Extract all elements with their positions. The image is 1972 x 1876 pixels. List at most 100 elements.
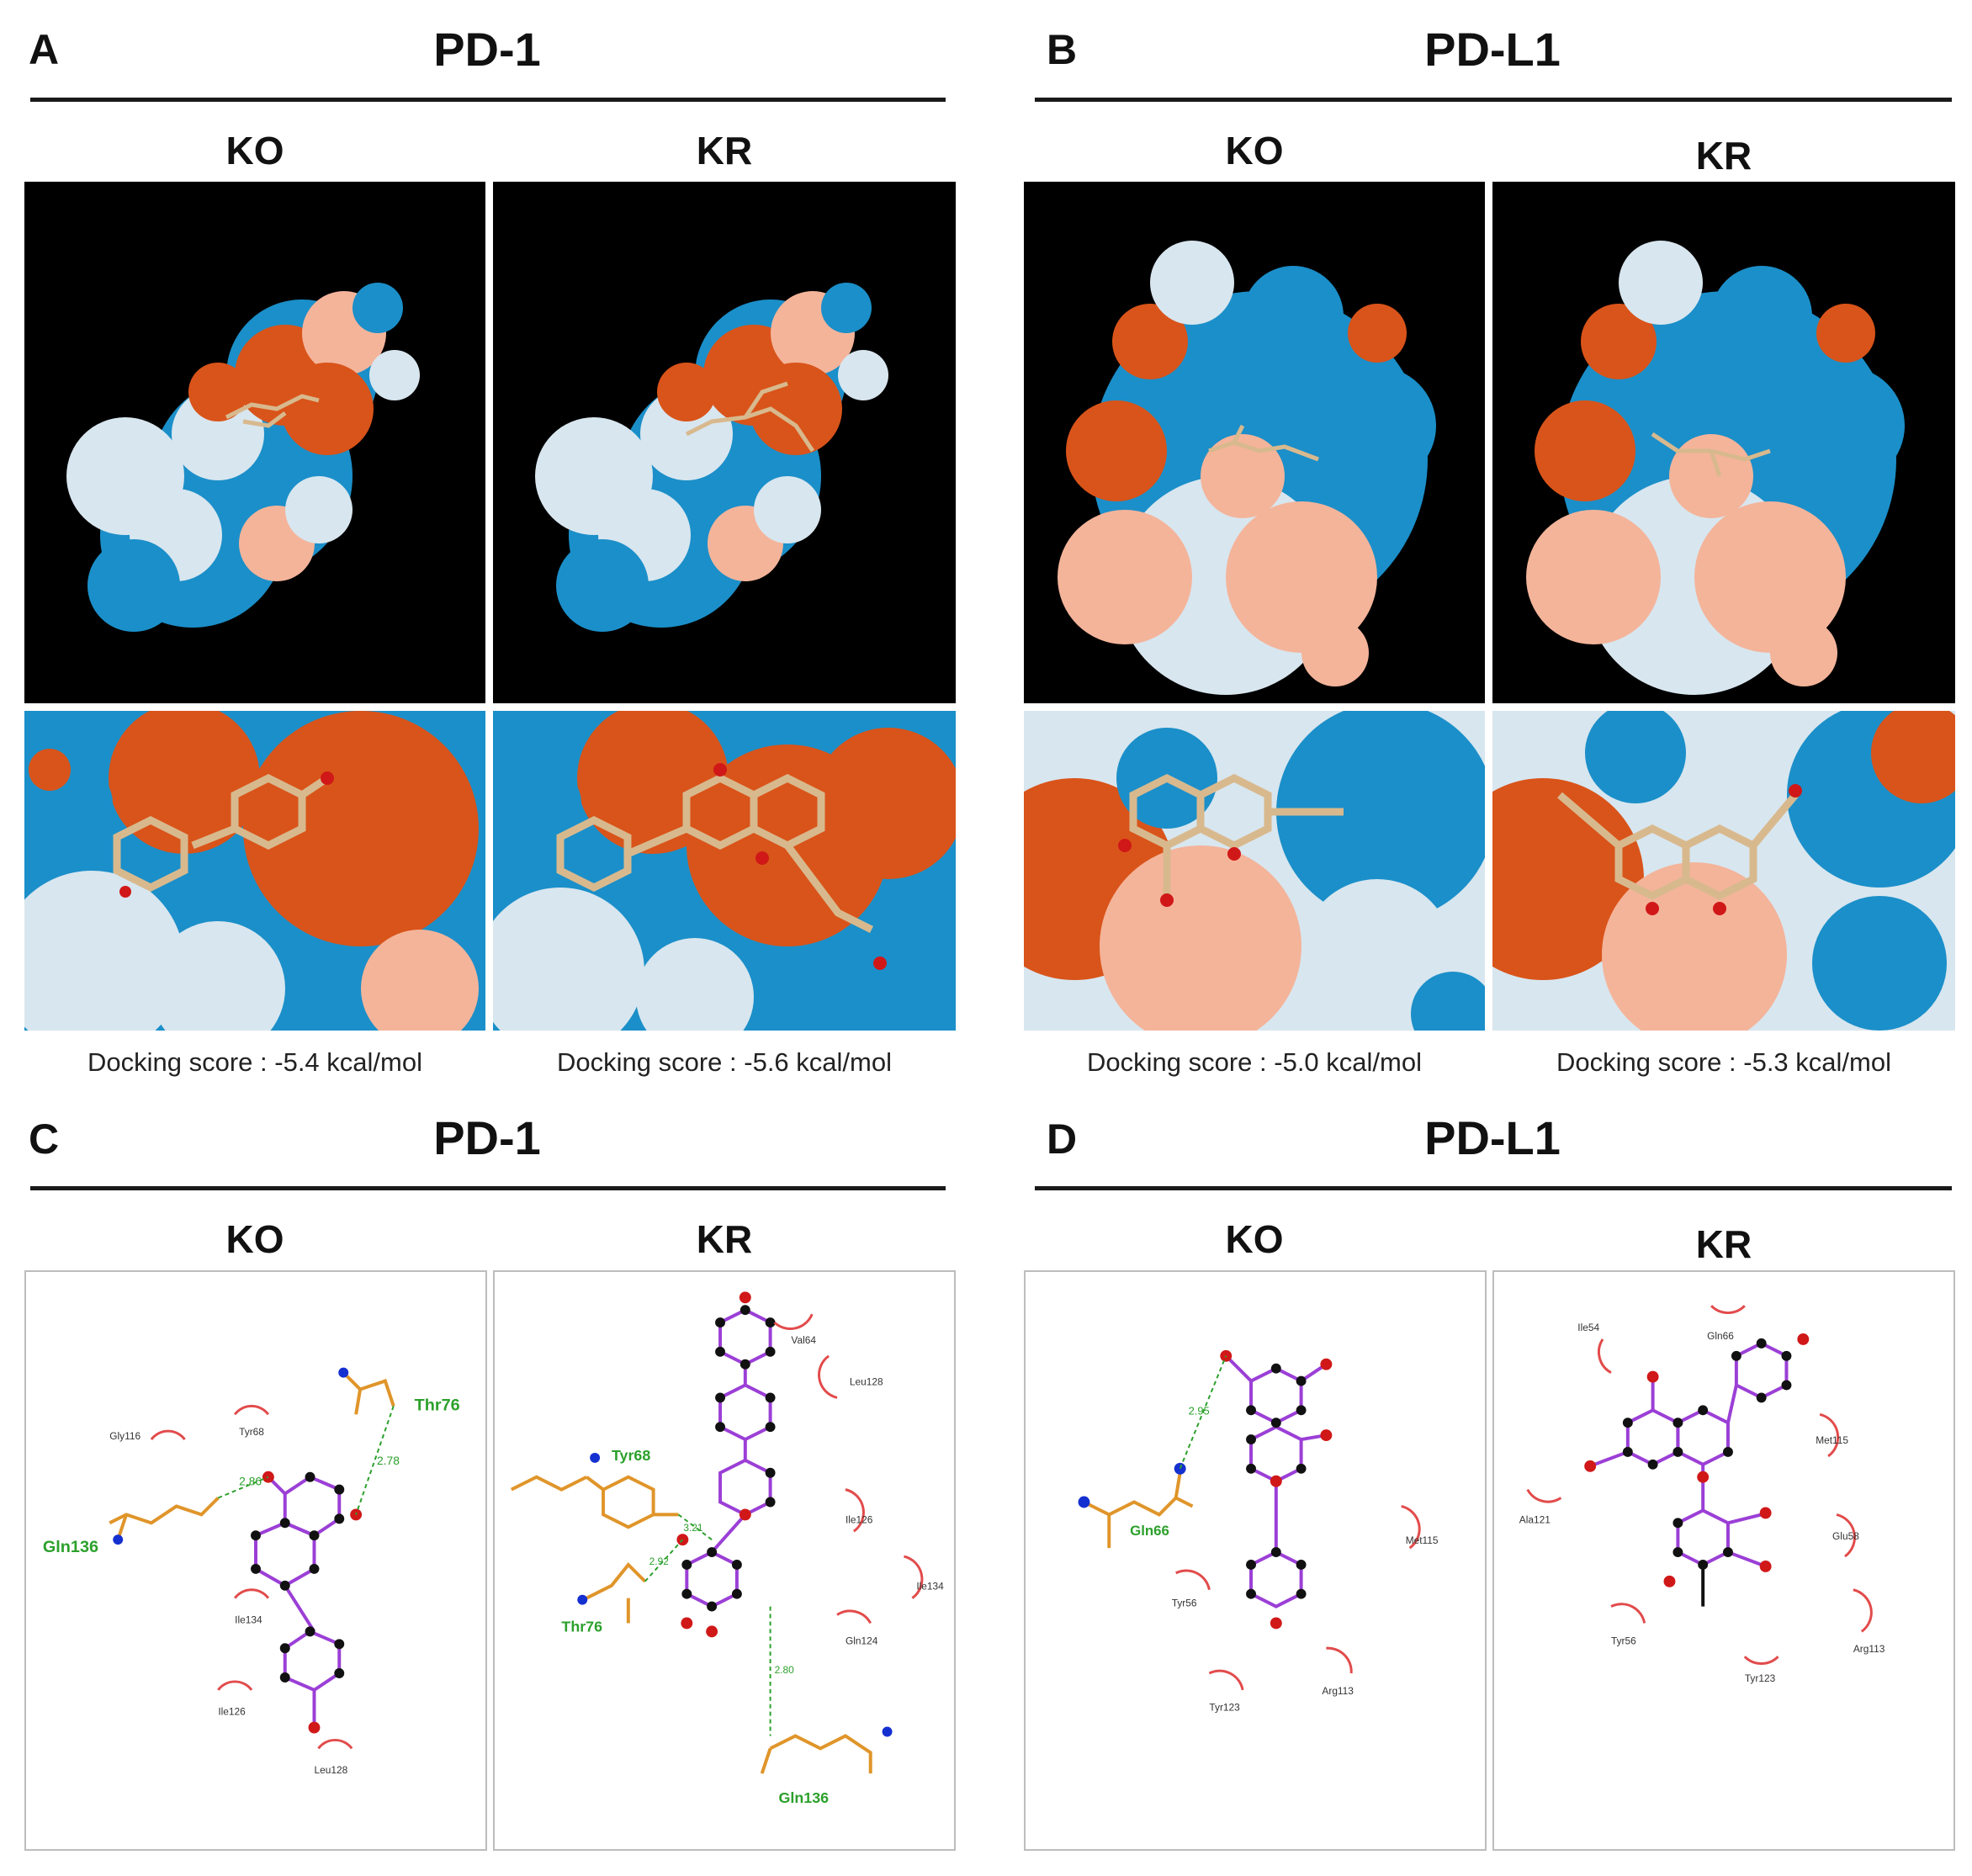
hbond-distance-label: 3.21 (683, 1522, 703, 1534)
protein-surface (493, 711, 956, 1031)
panel-c-kr-label: KR (696, 1217, 753, 1261)
hydrophobic-contact-arcs (1526, 1305, 1873, 1665)
tyr68-side-chain (510, 1475, 679, 1529)
protein-surface (1058, 241, 1436, 695)
ligand-ring-bonds (685, 1307, 772, 1608)
panel-b-title: PD-L1 (1424, 23, 1561, 76)
ligand-sticks (1651, 432, 1771, 477)
hbond-distance-label: 2.86 (239, 1475, 262, 1488)
panel-a-rule (30, 98, 946, 102)
pdl1-kr-surface-overview (1492, 182, 1955, 703)
thr76-nitrogen-atom (338, 1367, 349, 1378)
protein-surface (66, 283, 420, 632)
pd1-kr-surface-overview (493, 182, 956, 703)
panel-a-kr-label: KR (696, 129, 753, 172)
tyr68-nitrogen-atom (590, 1452, 601, 1463)
protein-surface (1526, 241, 1905, 695)
ligand-sticks (1557, 792, 1799, 901)
gln66-backbone-nitrogen-atom (1078, 1496, 1090, 1508)
ligand-oxygen-atoms (119, 771, 334, 898)
gln136-nitrogen-atom (113, 1534, 124, 1545)
panel-b-rule (1035, 98, 1952, 102)
contact-residue-label: Ile134 (916, 1581, 944, 1592)
contact-residue-label: Leu128 (850, 1376, 883, 1388)
ligand-oxygen-atoms (1118, 839, 1241, 907)
pd1-kr-surface-closeup (493, 711, 956, 1031)
contact-residue-label: Tyr56 (1611, 1635, 1636, 1646)
panel-d-letter: D (1047, 1116, 1078, 1163)
hbond-distance-label: 2.92 (649, 1555, 670, 1567)
gln136-side-chain (760, 1734, 872, 1774)
ligand-sticks (225, 394, 320, 428)
protein-surface (24, 711, 485, 1031)
panel-b-letter: B (1047, 26, 1078, 73)
hbond-residue-label: Thr76 (561, 1618, 602, 1635)
panel-c-ko-label: KO (225, 1217, 284, 1261)
pdl1-kr-ligplot: Gln66 Ile54 Met115 Ala121 Glu58 Tyr56 Ar… (1492, 1270, 1955, 1851)
ligand-oxygen-atoms (262, 1471, 363, 1734)
pdl1-ko-surface-overview (1024, 182, 1485, 703)
protein-surface (1024, 711, 1485, 1031)
ligand-ring-bonds (254, 1475, 342, 1724)
panel-c-title: PD-1 (433, 1111, 541, 1164)
panel-b-ko-label: KO (1225, 129, 1284, 172)
contact-residue-label: Val64 (791, 1334, 816, 1346)
ligand-carbon-atoms (251, 1471, 345, 1683)
hbond-residue-label: Tyr68 (612, 1447, 650, 1464)
hbond-line (644, 1539, 684, 1582)
pdl1-ko-ligplot: 2.95 Gln66 Met115 Tyr56 Tyr123 Arg113 (1024, 1270, 1487, 1851)
pd1-ko-surface-overview (24, 182, 485, 703)
panel-c-rule (30, 1186, 946, 1190)
ligand-ring-bonds (1593, 1341, 1789, 1567)
hydrophobic-contact-arcs (773, 1313, 924, 1624)
pdl1-ko-docking-score: Docking score : -5.0 kcal/mol (1087, 1047, 1422, 1077)
thr76-side-chain (586, 1561, 647, 1624)
ligand-sticks (556, 773, 874, 934)
contact-residue-label: Tyr123 (1745, 1672, 1776, 1684)
panel-c-letter: C (29, 1116, 60, 1163)
hbond-line (217, 1476, 269, 1499)
contact-residue-label: Tyr68 (239, 1426, 264, 1438)
gln136-side-chain (109, 1497, 220, 1540)
contact-residue-label: Glu58 (1832, 1530, 1859, 1542)
pdl1-kr-docking-score: Docking score : -5.3 kcal/mol (1556, 1047, 1891, 1077)
ligand-oxygen-atoms (1220, 1349, 1333, 1630)
gln66-side-chain (1083, 1472, 1194, 1549)
pd1-ko-surface-closeup (24, 711, 485, 1031)
thr76-side-chain (342, 1371, 395, 1415)
hbond-distance-label: 2.95 (1189, 1404, 1210, 1417)
ligand-carbon-atoms (1246, 1363, 1307, 1599)
contact-residue-label: Ile126 (846, 1513, 873, 1525)
contact-residue-label: Arg113 (1322, 1685, 1354, 1697)
hydrophobic-contact-arcs (1175, 1505, 1421, 1691)
hbond-line (1179, 1355, 1227, 1470)
panel-a-title: PD-1 (433, 23, 541, 76)
ligand-oxygen-atoms (1646, 784, 1802, 915)
panel-d-kr-label: KR (1695, 1222, 1752, 1266)
hbond-residue-label: Gln136 (779, 1789, 830, 1806)
contact-residue-label: Gln66 (1707, 1330, 1734, 1342)
hbond-distance-label: 2.80 (775, 1664, 795, 1676)
hbond-line (355, 1406, 395, 1515)
hbond-distance-label: 2.78 (377, 1454, 400, 1467)
panel-b-kr-label: KR (1695, 134, 1752, 178)
ligand-carbon-atoms (1622, 1338, 1792, 1570)
ligand-carbon-atoms (681, 1305, 776, 1612)
panel-d-ko-label: KO (1225, 1217, 1284, 1261)
protein-surface (535, 283, 888, 632)
ligand-sticks (1129, 773, 1344, 896)
hbond-residue-label: Thr76 (415, 1396, 460, 1414)
gln136-nitrogen-atom (882, 1726, 893, 1737)
ligand-oxygen-atoms (676, 1291, 751, 1638)
panel-d-title: PD-L1 (1424, 1111, 1561, 1164)
contact-residue-label: Ile126 (218, 1706, 246, 1718)
pd1-kr-docking-score: Docking score : -5.6 kcal/mol (557, 1047, 892, 1077)
ligand-sticks (685, 381, 815, 453)
contact-residue-label: Gln124 (846, 1635, 878, 1646)
contact-residue-label: Tyr56 (1172, 1598, 1197, 1609)
contact-residue-label: Met115 (1816, 1434, 1848, 1446)
ligand-oxygen-atoms (1584, 1333, 1810, 1587)
protein-surface (1492, 711, 1955, 1031)
pdl1-ko-surface-closeup (1024, 711, 1485, 1031)
contact-residue-label: Gly116 (109, 1430, 140, 1442)
